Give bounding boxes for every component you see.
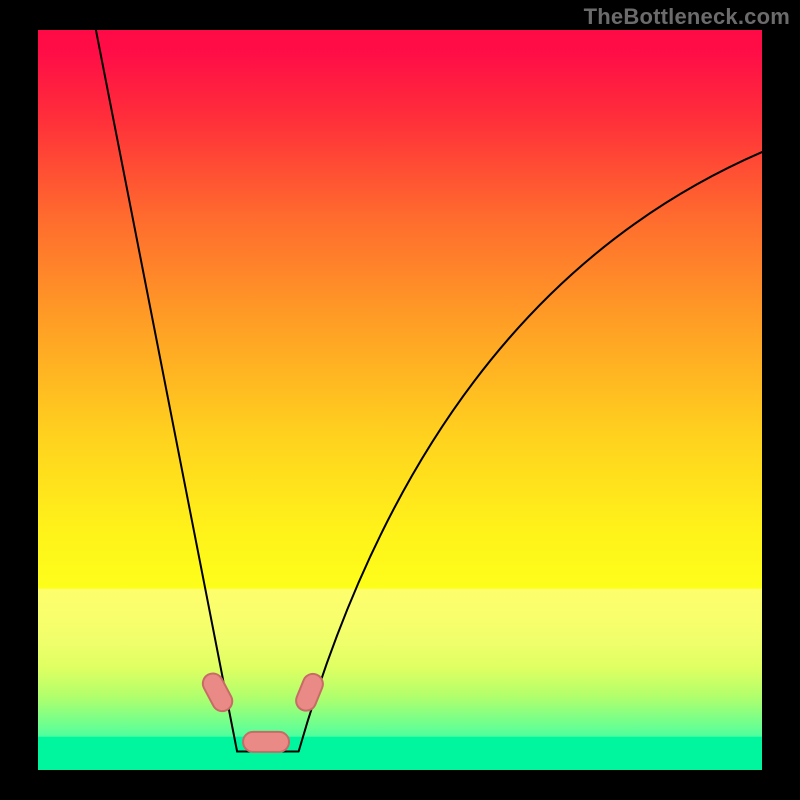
stage: TheBottleneck.com: [0, 0, 800, 800]
green-band: [38, 737, 762, 770]
marker-2: [243, 732, 289, 752]
watermark-text: TheBottleneck.com: [584, 4, 790, 30]
bottleneck-chart: [0, 0, 800, 800]
pale-band: [38, 589, 762, 700]
